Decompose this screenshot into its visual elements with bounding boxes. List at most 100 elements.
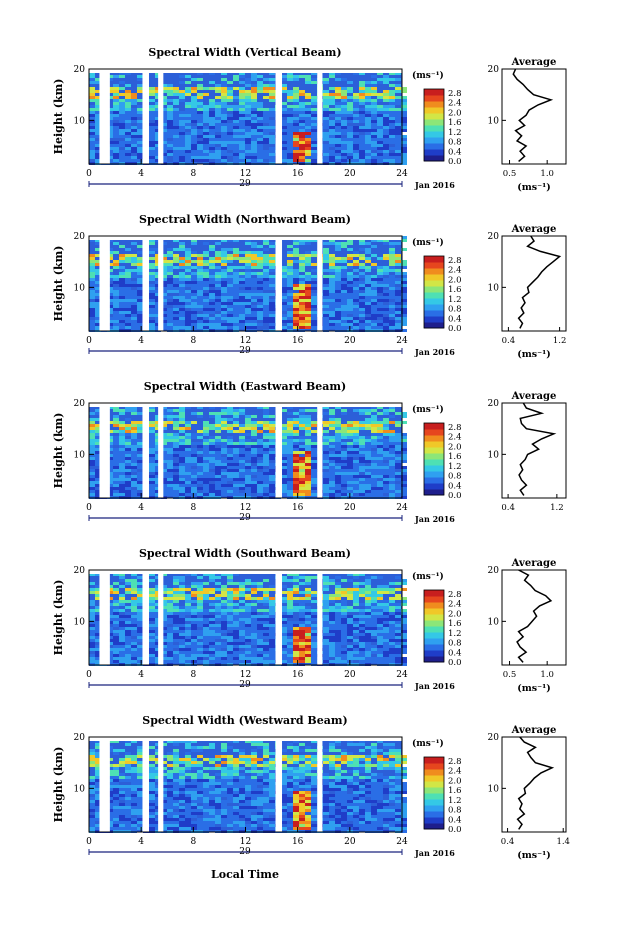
heatmap-cell bbox=[131, 293, 137, 296]
heatmap-cell bbox=[155, 606, 161, 609]
heatmap-cell bbox=[257, 144, 263, 147]
heatmap-cell bbox=[191, 239, 197, 242]
heatmap-cell bbox=[401, 135, 407, 138]
heatmap-cell bbox=[347, 606, 353, 609]
heatmap-cell bbox=[209, 323, 215, 326]
heatmap-cell bbox=[191, 284, 197, 287]
heatmap-cell bbox=[389, 99, 395, 102]
heatmap-cell bbox=[371, 239, 377, 242]
heatmap-cell bbox=[263, 317, 269, 320]
heatmap-cell bbox=[323, 582, 329, 585]
heatmap-cell bbox=[131, 576, 137, 579]
heatmap-cell bbox=[173, 588, 179, 591]
heatmap-cell bbox=[167, 493, 173, 496]
heatmap-cell bbox=[389, 609, 395, 612]
heatmap-cell bbox=[119, 102, 125, 105]
heatmap-cell bbox=[365, 84, 371, 87]
heatmap-cell bbox=[161, 436, 167, 439]
heatmap-cell bbox=[287, 290, 293, 293]
heatmap-cell bbox=[149, 484, 155, 487]
heatmap-cell bbox=[161, 484, 167, 487]
heatmap-cell bbox=[263, 108, 269, 111]
heatmap-cell bbox=[167, 460, 173, 463]
heatmap-cell bbox=[299, 424, 305, 427]
heatmap-cell bbox=[389, 460, 395, 463]
heatmap-cell bbox=[239, 445, 245, 448]
heatmap-cell bbox=[179, 272, 185, 275]
heatmap-cell bbox=[293, 481, 299, 484]
heatmap-cell bbox=[119, 618, 125, 621]
heatmap-cell bbox=[377, 78, 383, 81]
heatmap-cell bbox=[173, 436, 179, 439]
heatmap-cell bbox=[395, 490, 401, 493]
heatmap-cell bbox=[311, 96, 317, 99]
heatmap-cell bbox=[209, 615, 215, 618]
heatmap-cell bbox=[245, 439, 251, 442]
heatmap-cell bbox=[299, 609, 305, 612]
heatmap-cell bbox=[227, 141, 233, 144]
heatmap-cell bbox=[233, 105, 239, 108]
heatmap-cell bbox=[179, 445, 185, 448]
heatmap-cell bbox=[353, 114, 359, 117]
heatmap-cell bbox=[173, 311, 179, 314]
heatmap-cell bbox=[161, 481, 167, 484]
heatmap-cell bbox=[113, 293, 119, 296]
heatmap-cell bbox=[251, 323, 257, 326]
heatmap-cell bbox=[287, 117, 293, 120]
heatmap-cell bbox=[209, 302, 215, 305]
heatmap-cell bbox=[335, 430, 341, 433]
heatmap-cell bbox=[233, 108, 239, 111]
heatmap-cell bbox=[329, 257, 335, 260]
heatmap-cell bbox=[269, 305, 275, 308]
heatmap-cell bbox=[371, 460, 377, 463]
heatmap-cell bbox=[335, 120, 341, 123]
heatmap-cell bbox=[203, 251, 209, 254]
heatmap-cell bbox=[239, 320, 245, 323]
heatmap-cell bbox=[299, 75, 305, 78]
heatmap-cell bbox=[365, 290, 371, 293]
heatmap-cell bbox=[377, 156, 383, 159]
heatmap-cell bbox=[131, 421, 137, 424]
heatmap-cell bbox=[155, 463, 161, 466]
heatmap-cell bbox=[353, 320, 359, 323]
heatmap-cell bbox=[335, 257, 341, 260]
heatmap-cell bbox=[257, 108, 263, 111]
heatmap-cell bbox=[251, 472, 257, 475]
heatmap-cell bbox=[113, 281, 119, 284]
heatmap-cell bbox=[197, 284, 203, 287]
heatmap-cell bbox=[125, 433, 131, 436]
heatmap-cell bbox=[359, 481, 365, 484]
heatmap-cell bbox=[257, 156, 263, 159]
heatmap-cell bbox=[125, 424, 131, 427]
heatmap-cell bbox=[185, 132, 191, 135]
heatmap-cell bbox=[269, 72, 275, 75]
heatmap-cell bbox=[113, 242, 119, 245]
heatmap-cell bbox=[287, 269, 293, 272]
heatmap-cell bbox=[299, 314, 305, 317]
heatmap-cell bbox=[383, 269, 389, 272]
heatmap-cell bbox=[125, 90, 131, 93]
heatmap-cell bbox=[251, 317, 257, 320]
heatmap-cell bbox=[161, 293, 167, 296]
heatmap-cell bbox=[251, 320, 257, 323]
heatmap-cell bbox=[365, 594, 371, 597]
heatmap-cell bbox=[239, 591, 245, 594]
heatmap-cell bbox=[251, 114, 257, 117]
heatmap-cell bbox=[305, 609, 311, 612]
heatmap-cell bbox=[191, 302, 197, 305]
heatmap-cell bbox=[281, 475, 287, 478]
heatmap-cell bbox=[233, 454, 239, 457]
heatmap-cell bbox=[359, 102, 365, 105]
heatmap-cell bbox=[311, 78, 317, 81]
heatmap-cell bbox=[209, 320, 215, 323]
heatmap-cell bbox=[293, 439, 299, 442]
heatmap-cell bbox=[293, 78, 299, 81]
heatmap-cell bbox=[233, 460, 239, 463]
average-title: Average bbox=[511, 57, 557, 68]
heatmap-cell bbox=[251, 314, 257, 317]
heatmap-cell bbox=[395, 281, 401, 284]
heatmap-cell bbox=[305, 588, 311, 591]
heatmap-cell bbox=[245, 275, 251, 278]
heatmap-cell bbox=[395, 582, 401, 585]
heatmap-cell bbox=[251, 263, 257, 266]
